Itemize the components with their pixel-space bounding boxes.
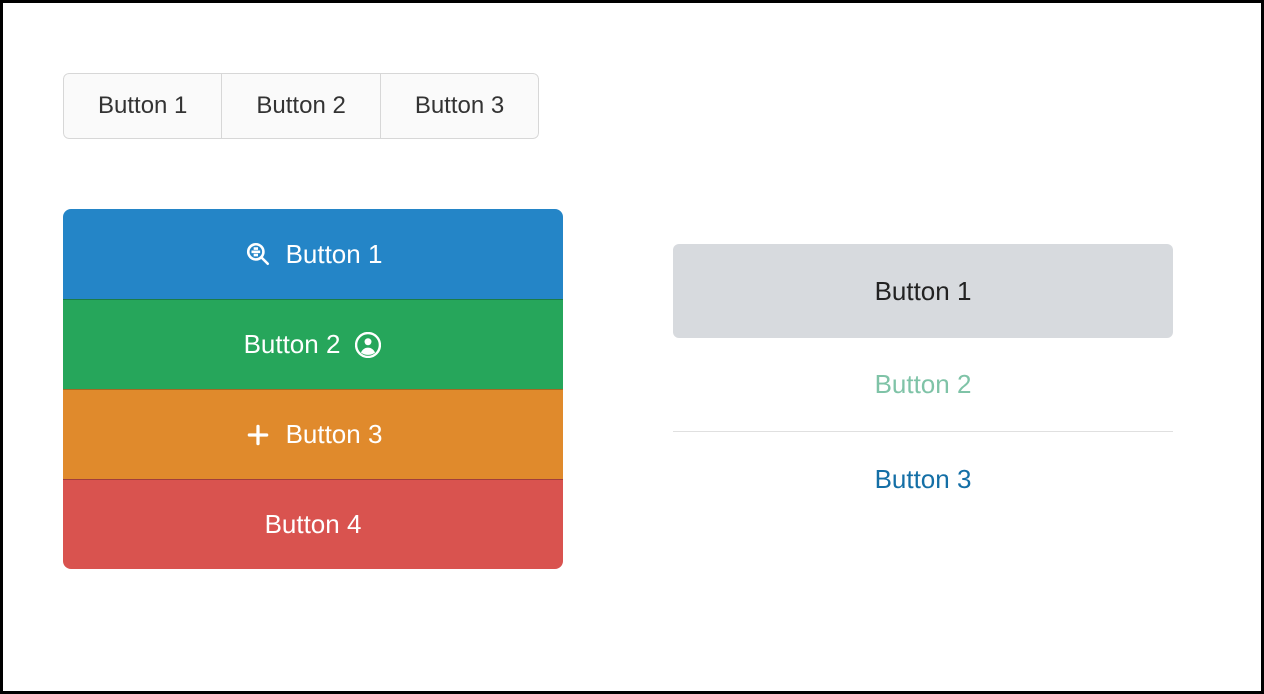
list-button-3[interactable]: Button 3 xyxy=(673,432,1173,526)
colored-button-4-label: Button 4 xyxy=(265,509,362,540)
colored-button-3[interactable]: Button 3 xyxy=(63,389,563,479)
colored-button-2-label: Button 2 xyxy=(244,329,341,360)
demo-frame: Button 1 Button 2 Button 3 Button 1 xyxy=(0,0,1264,694)
list-button-1[interactable]: Button 1 xyxy=(673,244,1173,338)
colored-vertical-button-group: Button 1 Button 2 xyxy=(63,209,563,569)
h-button-1[interactable]: Button 1 xyxy=(63,73,222,139)
horizontal-button-group: Button 1 Button 2 Button 3 xyxy=(63,73,539,139)
search-icon xyxy=(244,240,272,268)
colored-button-1-label: Button 1 xyxy=(286,239,383,270)
plus-icon xyxy=(244,421,272,449)
colored-button-4[interactable]: Button 4 xyxy=(63,479,563,569)
colored-button-2[interactable]: Button 2 xyxy=(63,299,563,389)
colored-button-1[interactable]: Button 1 xyxy=(63,209,563,299)
user-icon xyxy=(354,331,382,359)
list-button-2[interactable]: Button 2 xyxy=(673,338,1173,432)
borderless-button-list: Button 1 Button 2 Button 3 xyxy=(673,244,1173,526)
h-button-3[interactable]: Button 3 xyxy=(380,73,539,139)
colored-button-3-label: Button 3 xyxy=(286,419,383,450)
h-button-2[interactable]: Button 2 xyxy=(221,73,380,139)
